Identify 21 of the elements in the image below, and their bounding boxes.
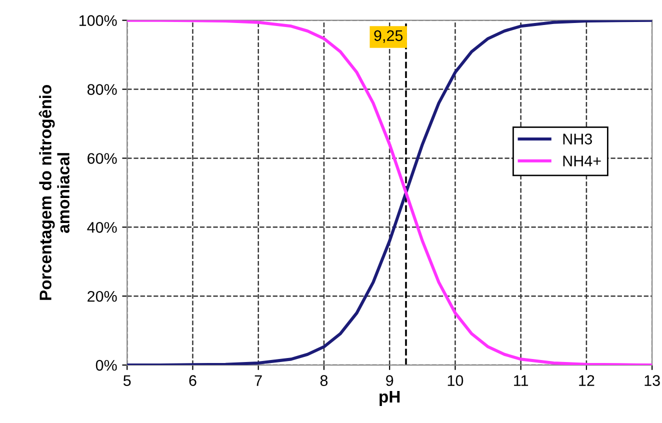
y-tick-label: 0% — [96, 360, 117, 371]
x-tick-label: 6 — [189, 375, 196, 386]
y-axis-title: Porcentagem do nitrogênio amoniacal — [38, 84, 70, 300]
ref-line-label: 9,25 — [374, 30, 403, 43]
x-axis-title: pH — [380, 391, 400, 406]
x-tick-label: 5 — [123, 375, 131, 386]
y-tick-label: 40% — [87, 222, 117, 233]
line-series — [127, 20, 652, 366]
x-tick-label: 7 — [254, 375, 262, 386]
y-tick-label: 80% — [87, 84, 117, 95]
legend-label: NH3 — [563, 134, 592, 144]
legend-label: NH4+ — [563, 156, 601, 166]
x-tick-label: 9 — [386, 375, 394, 386]
x-tick-label: 12 — [579, 375, 594, 386]
x-tick-label: 10 — [448, 375, 464, 386]
x-tick-label: 8 — [320, 375, 328, 386]
y-tick-label: 100% — [79, 15, 117, 26]
x-tick-label: 13 — [644, 375, 660, 386]
y-tick-label: 20% — [88, 290, 117, 302]
x-tick-label: 11 — [514, 375, 528, 386]
y-tick-label: 60% — [88, 153, 117, 164]
